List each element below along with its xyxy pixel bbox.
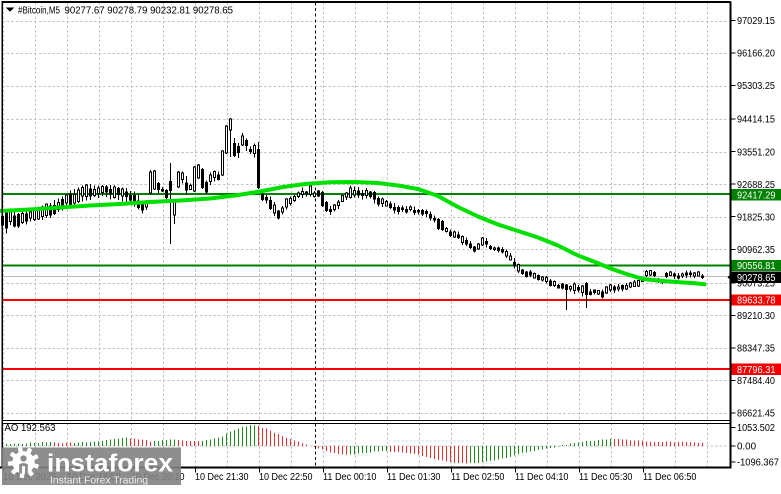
- svg-text:11 Dec 06:50: 11 Dec 06:50: [643, 472, 697, 483]
- svg-text:11 Dec 05:30: 11 Dec 05:30: [579, 472, 633, 483]
- svg-text:instaforex: instaforex: [47, 450, 173, 478]
- svg-text:11 Dec 00:10: 11 Dec 00:10: [323, 472, 377, 483]
- svg-text:93551.20: 93551.20: [737, 147, 775, 158]
- svg-text:Instant Forex Trading: Instant Forex Trading: [50, 475, 148, 487]
- svg-text:90962.35: 90962.35: [737, 245, 775, 256]
- svg-text:10 Dec 21:30: 10 Dec 21:30: [195, 472, 249, 483]
- svg-text:97029.15: 97029.15: [737, 16, 775, 27]
- svg-text:0.00: 0.00: [737, 442, 756, 453]
- svg-text:95303.25: 95303.25: [737, 81, 775, 92]
- svg-text:96166.20: 96166.20: [737, 49, 775, 60]
- svg-text:11 Dec 04:10: 11 Dec 04:10: [515, 472, 569, 483]
- svg-text:89633.78: 89633.78: [737, 296, 776, 307]
- svg-text:#Bitcoin,M5: #Bitcoin,M5: [18, 6, 60, 17]
- svg-text:11 Dec 02:50: 11 Dec 02:50: [451, 472, 505, 483]
- svg-text:86621.45: 86621.45: [737, 409, 775, 420]
- svg-text:92417.29: 92417.29: [737, 191, 776, 202]
- svg-text:88347.35: 88347.35: [737, 343, 775, 354]
- svg-text:89210.30: 89210.30: [737, 311, 775, 322]
- svg-text:87484.40: 87484.40: [737, 376, 775, 387]
- svg-text:-1096.367: -1096.367: [737, 458, 779, 469]
- svg-text:90278.65: 90278.65: [737, 273, 776, 284]
- svg-text:90556.81: 90556.81: [737, 261, 776, 272]
- svg-text:87796.31: 87796.31: [737, 365, 776, 376]
- svg-text:1053.502: 1053.502: [737, 423, 775, 434]
- svg-text:90277.67 90278.79 90232.81 902: 90277.67 90278.79 90232.81 90278.65: [65, 6, 234, 17]
- svg-text:91825.30: 91825.30: [737, 212, 775, 223]
- svg-text:AO 192.563: AO 192.563: [5, 423, 56, 434]
- svg-text:10 Dec 22:50: 10 Dec 22:50: [259, 472, 313, 483]
- svg-text:11 Dec 01:30: 11 Dec 01:30: [387, 472, 441, 483]
- svg-text:94414.15: 94414.15: [737, 115, 775, 126]
